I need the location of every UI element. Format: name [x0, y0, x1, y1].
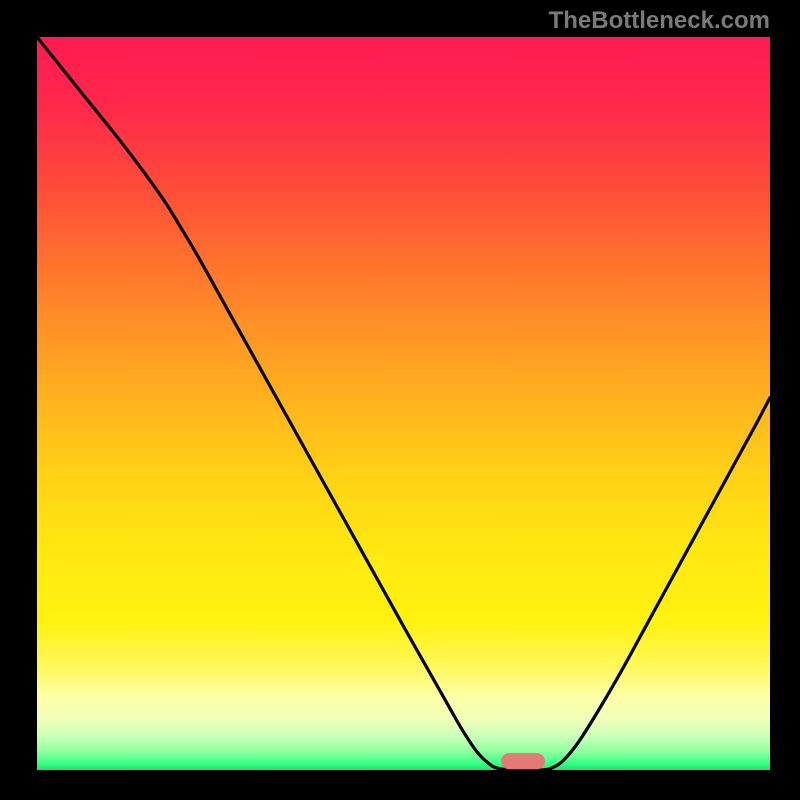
- chart-frame: TheBottleneck.com: [0, 0, 800, 800]
- watermark-text: TheBottleneck.com: [549, 7, 770, 35]
- sweet-spot-marker: [501, 753, 545, 769]
- plot-svg: [37, 37, 770, 770]
- gradient-background: [37, 37, 770, 770]
- plot-area: [37, 37, 770, 770]
